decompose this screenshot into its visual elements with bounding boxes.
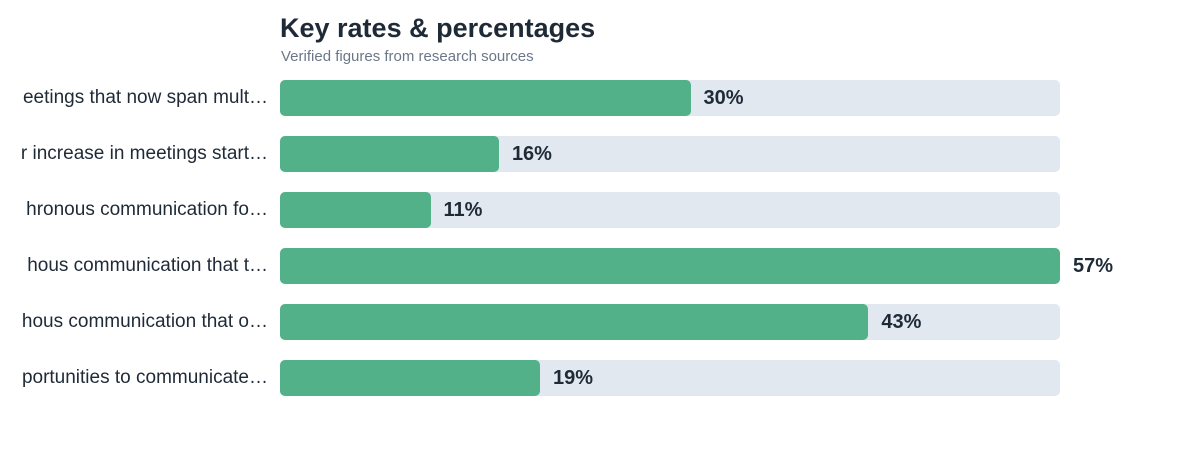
bar-row: r increase in meetings start… 16% (0, 136, 1200, 172)
value-label: 16% (511, 143, 552, 165)
chart-subtitle: Verified figures from research sources (281, 48, 534, 65)
chart-title: Key rates & percentages (280, 13, 596, 43)
bar (280, 248, 1060, 284)
bar-row: hous communication that o… 43% (0, 304, 1200, 340)
category-label: hronous communication fo… (26, 199, 268, 220)
bar-row: hous communication that t… 57% (0, 248, 1200, 284)
bar (280, 360, 540, 396)
value-label: 11% (443, 199, 483, 221)
category-label: eetings that now span mult… (22, 87, 268, 108)
value-label: 30% (703, 87, 744, 109)
bar (280, 136, 499, 172)
value-label: 57% (1073, 255, 1114, 277)
bar-row: eetings that now span mult… 30% (0, 80, 1200, 116)
bar-row: hronous communication fo… 11% (0, 192, 1200, 228)
value-label: 43% (881, 311, 922, 333)
bar (280, 304, 869, 340)
category-label: hous communication that t… (27, 255, 268, 276)
bar-row: portunities to communicate… 19% (0, 360, 1200, 396)
category-label: hous communication that o… (21, 311, 268, 332)
category-label: r increase in meetings start… (20, 143, 268, 164)
value-label: 19% (553, 367, 594, 389)
category-label: portunities to communicate… (21, 367, 268, 388)
bar (280, 80, 691, 116)
bar (280, 192, 431, 228)
